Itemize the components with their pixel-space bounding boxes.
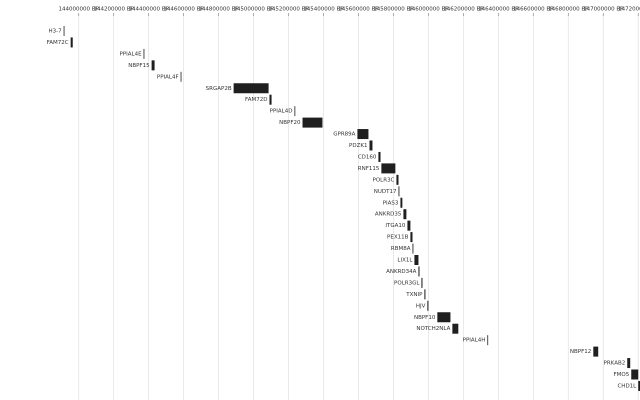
gene-bar bbox=[63, 26, 65, 36]
gene-bar bbox=[427, 300, 429, 311]
gene-bar bbox=[627, 358, 631, 369]
gene-bar bbox=[398, 186, 400, 197]
gene-label: HJV bbox=[416, 303, 426, 309]
gene-label: PPIAL4E bbox=[120, 51, 143, 57]
gene-label: ITGA10 bbox=[385, 223, 406, 229]
gene-label: PIAS3 bbox=[383, 200, 399, 206]
gene-label: NBPF10 bbox=[414, 315, 436, 321]
gene-bar bbox=[424, 289, 426, 300]
gene-label: ANKRD34A bbox=[386, 269, 417, 275]
gene-label: PDZK1 bbox=[349, 143, 367, 149]
gene-bar bbox=[452, 323, 459, 334]
gene-bar bbox=[400, 197, 403, 208]
gene-bar bbox=[143, 48, 145, 59]
gene-label: TXNIP bbox=[405, 292, 423, 298]
gene-bar bbox=[437, 312, 451, 323]
x-tick-label: 144200000 BP bbox=[93, 7, 134, 13]
gene-label: RNF115 bbox=[358, 166, 380, 172]
x-tick-label: 144800000 BP bbox=[198, 7, 239, 13]
gene-bar bbox=[638, 380, 640, 391]
x-tick-label: 146000000 BP bbox=[408, 7, 449, 13]
gene-bar bbox=[631, 369, 639, 380]
x-tick-label: 145800000 BP bbox=[373, 7, 414, 13]
gene-bar bbox=[381, 163, 396, 174]
gene-bar bbox=[269, 94, 272, 105]
x-tick-label: 144400000 BP bbox=[128, 7, 169, 13]
x-tick-label: 146600000 BP bbox=[513, 7, 554, 13]
gene-bar bbox=[414, 255, 419, 265]
gene-label: PPIAL4H bbox=[463, 338, 486, 344]
gene-label: NBPF15 bbox=[128, 63, 150, 69]
gene-bar bbox=[70, 37, 73, 48]
gene-bar bbox=[302, 117, 323, 128]
x-tick-label: 144600000 BP bbox=[163, 7, 204, 13]
gene-label: NBPF20 bbox=[279, 120, 301, 126]
gene-bar bbox=[180, 71, 182, 82]
gene-label: PPIAL4D bbox=[270, 109, 293, 115]
gene-label: PEX11B bbox=[387, 235, 409, 241]
gene-bar bbox=[403, 209, 407, 220]
gene-label: CHD1L bbox=[617, 383, 637, 389]
gene-label: POLR3GL bbox=[394, 280, 420, 286]
gene-label: NBPF12 bbox=[570, 349, 591, 355]
gene-label: CD160 bbox=[358, 154, 377, 160]
gene-bar bbox=[151, 60, 155, 71]
x-tick-label: 145200000 BP bbox=[268, 7, 309, 13]
gene-label: NUDT17 bbox=[374, 189, 397, 195]
x-tick-label: 145600000 BP bbox=[338, 7, 379, 13]
gene-label: RBM8A bbox=[391, 246, 411, 252]
gene-bar bbox=[294, 106, 296, 117]
gene-label: LIX1L bbox=[397, 258, 413, 264]
x-tick-label: 144000000 BP bbox=[59, 7, 100, 13]
gene-label: FAM72C bbox=[47, 40, 69, 46]
gene-bar bbox=[418, 266, 420, 277]
gene-label: FAM72D bbox=[245, 97, 267, 103]
gene-bar bbox=[407, 220, 411, 231]
gene-label: POLR3C bbox=[373, 177, 395, 183]
gene-bar bbox=[378, 151, 381, 162]
gene-label: PPIAL4F bbox=[157, 74, 179, 80]
x-tick-label: 145000000 BP bbox=[233, 7, 274, 13]
gene-label: FMO5 bbox=[614, 372, 630, 378]
x-tick-label: 146800000 BP bbox=[548, 7, 589, 13]
gene-bar bbox=[369, 140, 373, 151]
gene-bar bbox=[412, 243, 414, 254]
gene-bar bbox=[233, 83, 269, 94]
gene-label: PRKAB2 bbox=[604, 361, 626, 367]
gene-label: NOTCH2NLA bbox=[416, 326, 450, 332]
x-tick-label: 146400000 BP bbox=[478, 7, 519, 13]
x-tick-label: 147200000 BP bbox=[618, 7, 640, 13]
gene-bar bbox=[593, 346, 599, 357]
x-tick-label: 147000000 BP bbox=[583, 7, 624, 13]
gene-label: H3-7 bbox=[49, 29, 63, 35]
gene-bar bbox=[410, 232, 413, 243]
gene-bar bbox=[487, 335, 489, 346]
gene-label: GPR89A bbox=[333, 132, 355, 138]
x-tick-label: 145400000 BP bbox=[303, 7, 344, 13]
gene-bar bbox=[357, 129, 369, 140]
gene-bar bbox=[396, 174, 399, 185]
x-tick-label: 146200000 BP bbox=[443, 7, 484, 13]
gene-label: SRGAP2B bbox=[206, 86, 232, 92]
gene-label: ANKRD35 bbox=[375, 212, 402, 218]
gene-bar bbox=[421, 277, 423, 288]
